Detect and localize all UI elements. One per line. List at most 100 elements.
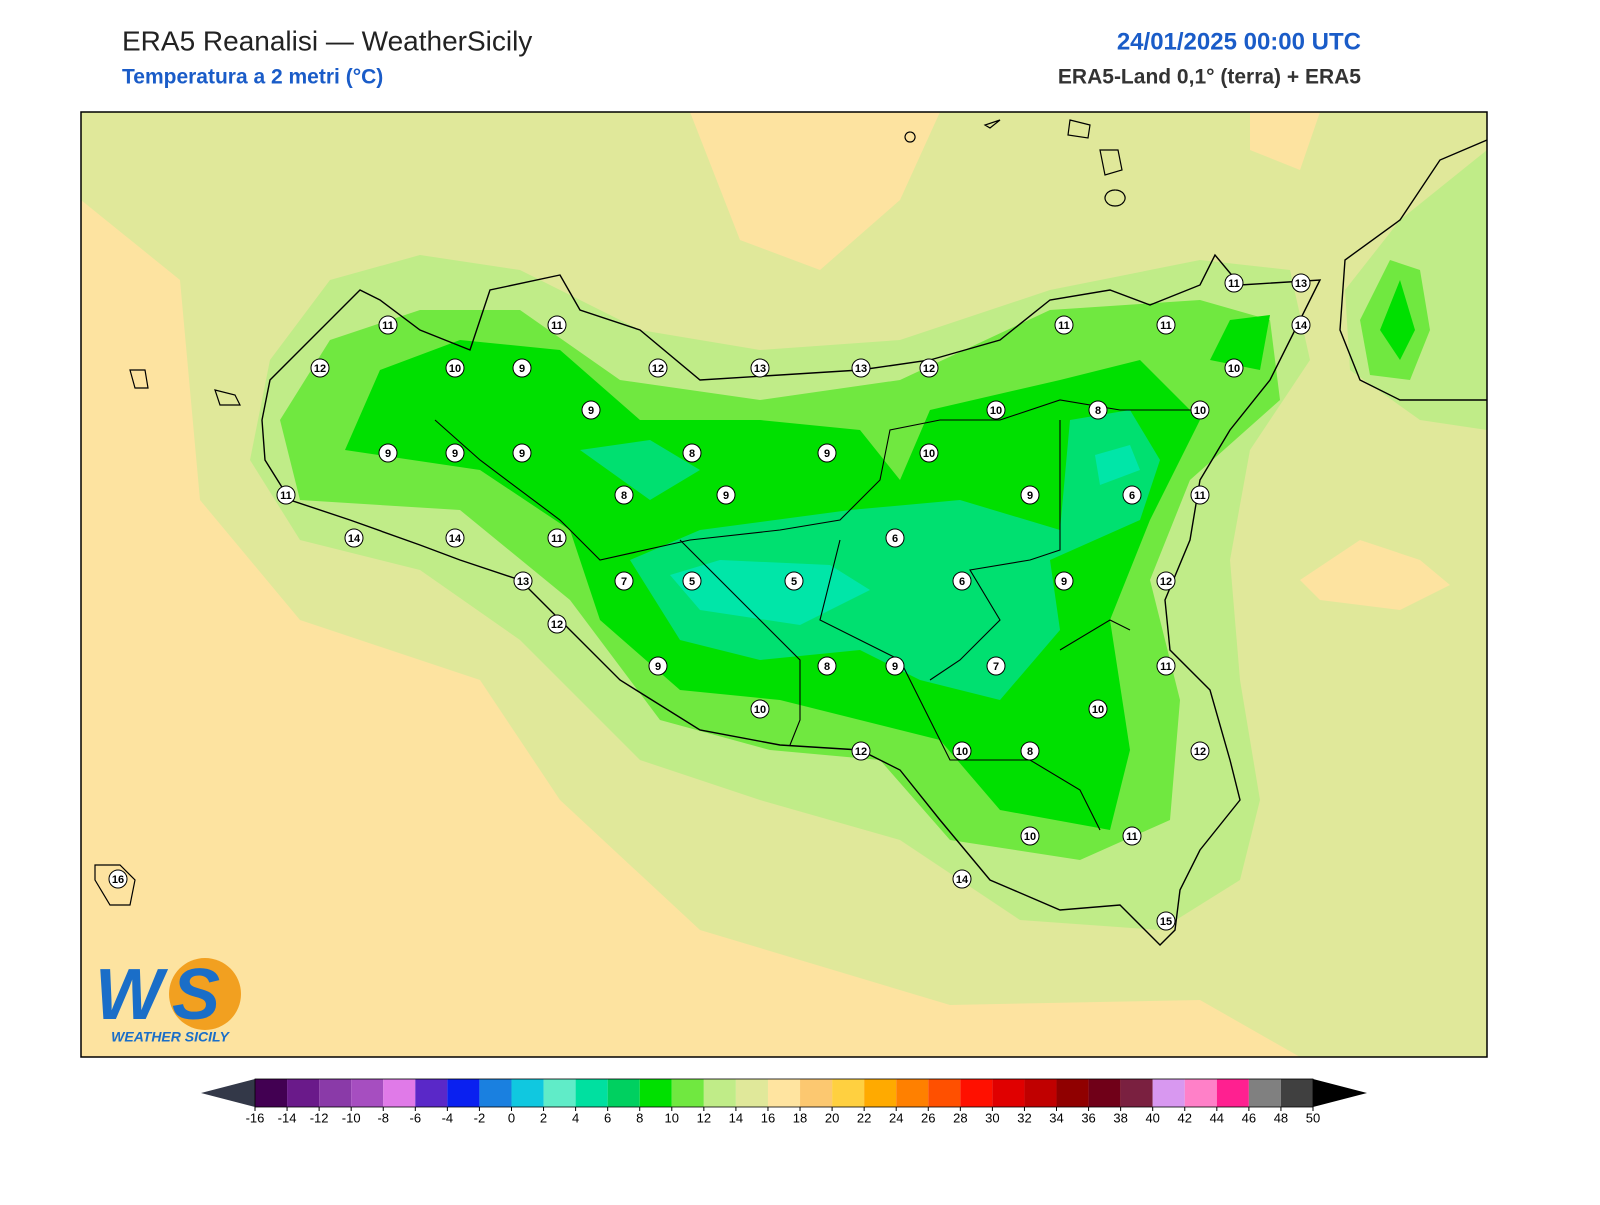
colorbar-box: [351, 1079, 384, 1107]
colorbar-tick-label: 48: [1274, 1110, 1288, 1125]
station: 10: [445, 358, 465, 378]
station: 12: [1156, 571, 1176, 591]
station-marker: [614, 485, 634, 505]
title: ERA5 Reanalisi — WeatherSicily: [122, 25, 532, 56]
colorbar-box: [511, 1079, 544, 1107]
station-marker: [1190, 400, 1210, 420]
colorbar-box: [1024, 1079, 1057, 1107]
station-marker: [1122, 485, 1142, 505]
station: 6: [885, 528, 905, 548]
station: 9: [581, 400, 601, 420]
datetime: 24/01/2025 00:00 UTC: [1117, 28, 1361, 55]
station: 10: [750, 699, 770, 719]
station: 11: [1156, 656, 1176, 676]
station-marker: [952, 571, 972, 591]
colorbar-tick-label: 20: [825, 1110, 839, 1125]
colorbar-box: [671, 1079, 704, 1107]
contour: [1380, 280, 1415, 360]
station-value: 6: [1129, 490, 1135, 502]
station-value: 10: [990, 405, 1002, 417]
colorbar-tick-label: 8: [636, 1110, 643, 1125]
station-value: 13: [754, 363, 766, 375]
station: 12: [919, 358, 939, 378]
station-value: 6: [959, 576, 965, 588]
station: 9: [512, 443, 532, 463]
colorbar-tick-label: 42: [1178, 1110, 1192, 1125]
station-marker: [378, 315, 398, 335]
station-marker: [851, 741, 871, 761]
station: 7: [986, 656, 1006, 676]
station-value: 5: [791, 576, 797, 588]
station: 11: [1156, 315, 1176, 335]
map: 11 11 12 10 9 12 13 13 12 11 11 11 13 14 10 9 10 8 10 9 9 9 8 9…: [80, 111, 1488, 1058]
colorbar-box: [319, 1079, 352, 1107]
subtitle: Temperatura a 2 metri (°C): [122, 66, 383, 89]
station-value: 12: [855, 746, 867, 758]
station: 6: [952, 571, 972, 591]
logo-text: WEATHER SICILY: [111, 1029, 230, 1045]
station-value: 12: [314, 363, 326, 375]
station-marker: [445, 358, 465, 378]
colorbar-tick-label: 16: [761, 1110, 775, 1125]
colorbar-box: [479, 1079, 512, 1107]
station-marker: [1020, 826, 1040, 846]
contour: [630, 410, 1160, 700]
station-value: 10: [923, 448, 935, 460]
colorbar-tick-label: 12: [697, 1110, 711, 1125]
colorbar-box: [383, 1079, 416, 1107]
colorbar-tick-label: 34: [1049, 1110, 1063, 1125]
station-value: 9: [519, 448, 525, 460]
station-value: 15: [1160, 916, 1172, 928]
station-value: 9: [723, 490, 729, 502]
contour: [1250, 112, 1320, 170]
station-value: 9: [1061, 576, 1067, 588]
station-value: 10: [1194, 405, 1206, 417]
colorbar-box: [1152, 1079, 1185, 1107]
colorbar-tick-label: 32: [1017, 1110, 1031, 1125]
station-value: 6: [892, 533, 898, 545]
colorbar-box: [415, 1079, 448, 1107]
colorbar-tick-label: 36: [1081, 1110, 1095, 1125]
colorbar-box: [767, 1079, 801, 1107]
station-marker: [547, 614, 567, 634]
contour: [670, 560, 870, 625]
station: 13: [750, 358, 770, 378]
station: 9: [512, 358, 532, 378]
station-marker: [1156, 911, 1176, 931]
station: 11: [1224, 273, 1244, 293]
station-value: 14: [449, 533, 462, 545]
colorbar-over: [1313, 1079, 1367, 1107]
station-value: 11: [1194, 490, 1206, 502]
colorbar-tick-label: 6: [604, 1110, 611, 1125]
station-value: 11: [1058, 320, 1070, 332]
station-marker: [1291, 273, 1311, 293]
station-marker: [648, 358, 668, 378]
logo: W S WEATHER SICILY: [95, 955, 241, 1045]
station-marker: [512, 443, 532, 463]
colorbar-tick-label: 46: [1242, 1110, 1256, 1125]
station: 12: [851, 741, 871, 761]
station-value: 9: [385, 448, 391, 460]
coastline: [1339, 139, 1487, 401]
source: ERA5-Land 0,1° (terra) + ERA5: [1058, 66, 1361, 89]
station-value: 10: [1228, 363, 1240, 375]
station-marker: [344, 528, 364, 548]
station: 10: [986, 400, 1006, 420]
province-border: [434, 399, 1200, 831]
colorbar-box: [1216, 1079, 1249, 1107]
station-value: 13: [517, 576, 529, 588]
station-value: 12: [923, 363, 935, 375]
station: 12: [648, 358, 668, 378]
colorbar-tick-label: -12: [310, 1110, 329, 1125]
colorbar-box: [447, 1079, 480, 1107]
station-marker: [716, 485, 736, 505]
station-value: 8: [621, 490, 627, 502]
station-value: 12: [1160, 576, 1172, 588]
colorbar-frame: [254, 1078, 1314, 1108]
station-marker: [784, 571, 804, 591]
logo-mark: S: [172, 955, 220, 1035]
station: 13: [851, 358, 871, 378]
station-value: 11: [382, 320, 394, 332]
station: 9: [885, 656, 905, 676]
contour: [690, 112, 940, 270]
